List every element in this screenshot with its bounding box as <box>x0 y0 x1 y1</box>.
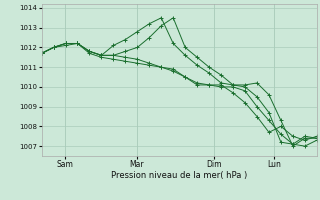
X-axis label: Pression niveau de la mer( hPa ): Pression niveau de la mer( hPa ) <box>111 171 247 180</box>
